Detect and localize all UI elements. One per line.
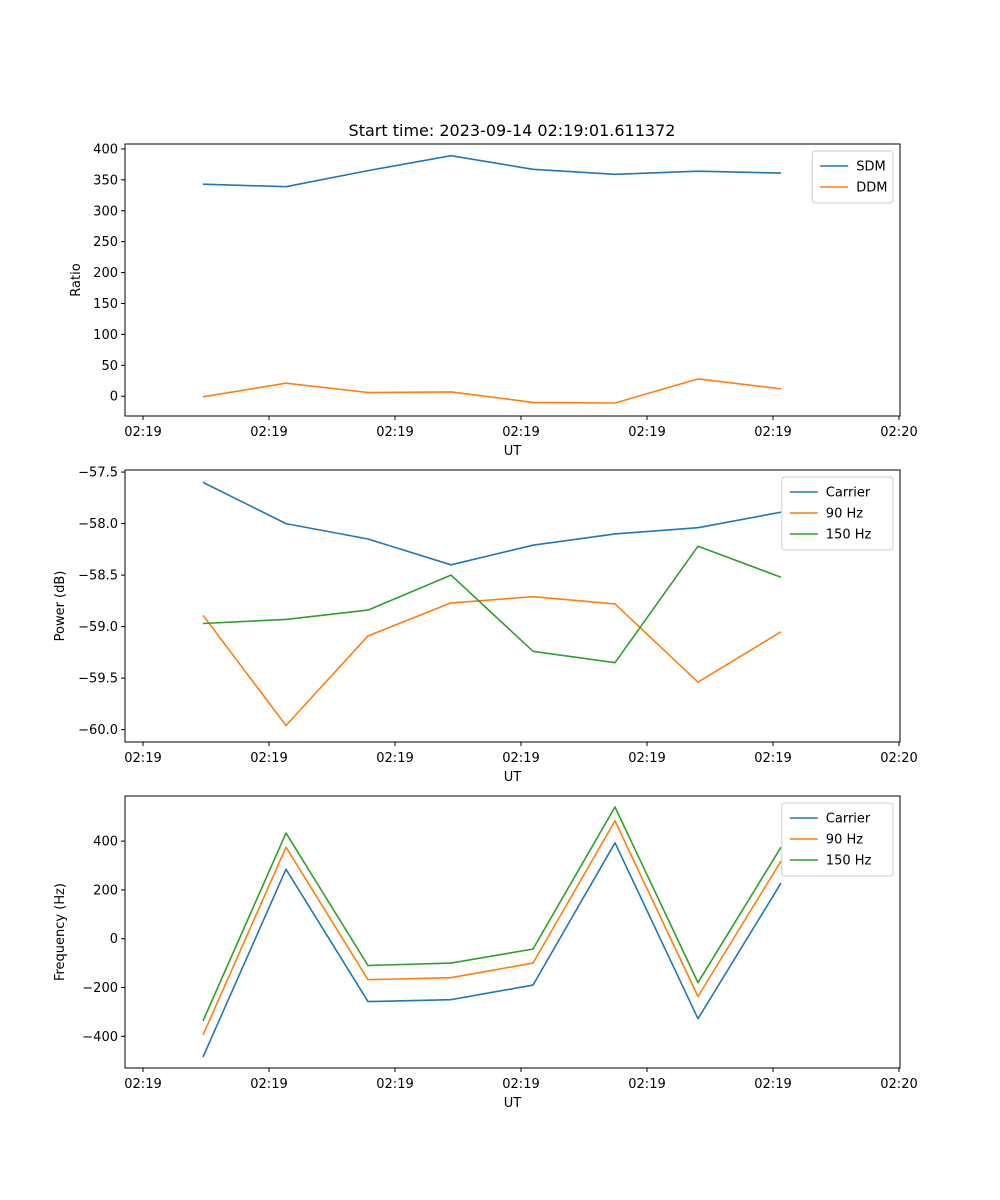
panel3-legend-box — [781, 802, 894, 877]
panel2-y-tick-label: −57.5 — [78, 466, 118, 481]
panel3-series-150-hz-line — [202, 806, 782, 1022]
panel2-series-90-hz-line — [202, 595, 782, 727]
panel2-x-tick-label: 02:19 — [250, 751, 287, 766]
panel2-y-tick-label: −58.5 — [78, 569, 118, 584]
panel1-series-ddm-line — [202, 378, 782, 404]
panel3-legend-label-150-hz: 150 Hz — [826, 854, 872, 869]
panel1-x-axis-label: UT — [504, 444, 522, 459]
panel2-x-tick-label: 02:19 — [124, 751, 161, 766]
panel3-y-tick-label: −400 — [82, 1030, 118, 1045]
panel3-y-tick-label: 200 — [93, 883, 118, 898]
panel3-series-90-hz-line — [202, 820, 782, 1036]
panel2-plot-frame — [124, 469, 901, 743]
panel3-legend-label-carrier: Carrier — [826, 812, 871, 827]
panel3-x-tick-label: 02:19 — [502, 1077, 539, 1092]
figure-title: Start time: 2023-09-14 02:19:01.611372 — [349, 121, 676, 140]
panel3-y-axis-label: Frequency (Hz) — [53, 883, 68, 981]
panel1-y-tick-label: 350 — [93, 173, 118, 188]
panel2-series-carrier-line — [202, 481, 782, 566]
panel3-y-tick-label: 400 — [93, 835, 118, 850]
panel1-y-tick-label: 300 — [93, 204, 118, 219]
panel3-x-tick-label: 02:19 — [124, 1077, 161, 1092]
panel3-x-axis-label: UT — [504, 1096, 522, 1111]
panel1-y-tick-label: 250 — [93, 235, 118, 250]
panel1-y-axis-label: Ratio — [69, 263, 84, 296]
panel3-y-tick-label: −200 — [82, 981, 118, 996]
panel2-y-tick-label: −59.0 — [78, 620, 118, 635]
panel2-x-tick-label: 02:19 — [628, 751, 665, 766]
panel1-legend-label-ddm: DDM — [856, 181, 887, 196]
panel1-x-tick-label: 02:19 — [250, 425, 287, 440]
panel1-plot-frame — [124, 143, 901, 417]
panel3-legend-label-90-hz: 90 Hz — [826, 833, 863, 848]
panel3-x-tick-label: 02:19 — [376, 1077, 413, 1092]
panel1-series-sdm-line — [202, 154, 782, 188]
panel2-y-axis-label: Power (dB) — [53, 571, 68, 642]
panel1-y-tick-label: 400 — [93, 142, 118, 157]
panel1-x-tick-label: 02:19 — [754, 425, 791, 440]
panel1-x-tick-label: 02:20 — [880, 425, 917, 440]
panel1-x-tick-label: 02:19 — [502, 425, 539, 440]
panel1-legend-box — [811, 150, 894, 204]
panel1-x-tick-label: 02:19 — [376, 425, 413, 440]
panel1-y-tick-label: 100 — [93, 328, 118, 343]
panel3-series-carrier-line — [202, 841, 782, 1058]
panel2-legend-label-150-hz: 150 Hz — [826, 528, 872, 543]
panel2-legend-box — [781, 476, 894, 551]
panel2-y-tick-label: −59.5 — [78, 672, 118, 687]
panel2-x-tick-label: 02:19 — [754, 751, 791, 766]
panel2-x-tick-label: 02:19 — [502, 751, 539, 766]
panel2-legend-label-carrier: Carrier — [826, 486, 871, 501]
panel3-x-tick-label: 02:19 — [754, 1077, 791, 1092]
panel1-x-tick-label: 02:19 — [628, 425, 665, 440]
panel3-plot-frame — [124, 795, 901, 1069]
panel1-y-tick-label: 0 — [110, 390, 118, 405]
panel1-legend-label-sdm: SDM — [856, 160, 885, 175]
panel1-x-tick-label: 02:19 — [124, 425, 161, 440]
panel1-y-tick-label: 200 — [93, 266, 118, 281]
panel2-legend-label-90-hz: 90 Hz — [826, 507, 863, 522]
panel3-x-tick-label: 02:19 — [250, 1077, 287, 1092]
panel3-y-tick-label: 0 — [110, 932, 118, 947]
panel1-y-tick-label: 150 — [93, 297, 118, 312]
panel2-series-150-hz-line — [202, 545, 782, 664]
panel2-x-tick-label: 02:20 — [880, 751, 917, 766]
panel2-y-tick-label: −58.0 — [78, 517, 118, 532]
panel2-y-tick-label: −60.0 — [78, 723, 118, 738]
panel3-x-tick-label: 02:20 — [880, 1077, 917, 1092]
panel2-x-tick-label: 02:19 — [376, 751, 413, 766]
panel1-y-tick-label: 50 — [101, 359, 118, 374]
panel2-x-axis-label: UT — [504, 770, 522, 785]
panel3-x-tick-label: 02:19 — [628, 1077, 665, 1092]
